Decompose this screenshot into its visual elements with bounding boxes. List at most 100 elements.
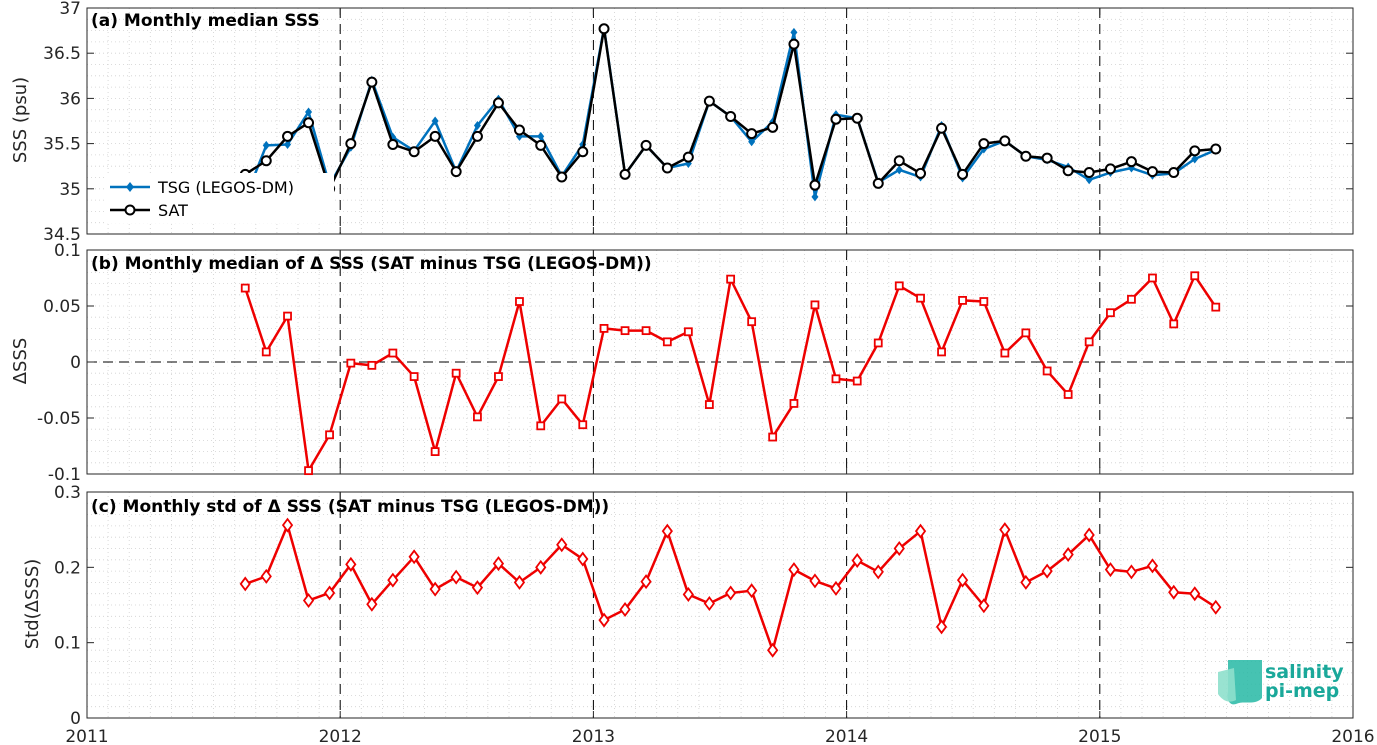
data-point	[578, 420, 588, 430]
data-point	[789, 399, 799, 408]
data-point	[1062, 165, 1074, 177]
data-point	[492, 97, 504, 109]
data-point	[852, 376, 862, 386]
data-point	[598, 612, 610, 628]
y-tick-label: 35.5	[43, 135, 81, 155]
data-point	[725, 585, 737, 601]
data-point	[619, 168, 631, 180]
data-point	[240, 283, 250, 293]
data-point	[916, 293, 925, 303]
data-point	[1104, 562, 1117, 578]
data-point	[388, 348, 398, 358]
logo-line1: salinity	[1265, 661, 1344, 683]
data-point	[851, 112, 863, 124]
data-point	[620, 326, 630, 336]
legend: TSG (LEGOS-DM) SAT	[104, 173, 334, 223]
data-point	[345, 138, 357, 150]
data-point	[747, 317, 757, 327]
legend-marker-sat	[124, 204, 136, 216]
data-point	[1168, 167, 1180, 179]
data-point	[598, 23, 610, 35]
data-point	[935, 619, 948, 635]
data-point	[895, 165, 903, 175]
data-point	[577, 146, 589, 158]
data-point	[661, 523, 673, 539]
x-tick-label: 2011	[65, 727, 108, 745]
data-point	[978, 138, 990, 150]
data-point	[873, 338, 883, 348]
data-point	[1189, 586, 1201, 602]
y-tick-label: -0.1	[48, 465, 81, 485]
data-point	[262, 140, 270, 150]
data-point	[1125, 564, 1138, 580]
data-point	[1211, 302, 1221, 312]
legend-label-sat: SAT	[158, 201, 188, 220]
data-point	[1104, 163, 1116, 175]
data-point	[894, 281, 904, 291]
data-point	[872, 564, 884, 580]
data-point	[1020, 150, 1032, 162]
data-point	[492, 556, 505, 572]
data-point	[281, 517, 294, 533]
data-point	[682, 151, 694, 163]
data-point	[956, 572, 969, 588]
data-point	[282, 130, 294, 142]
data-point	[767, 121, 779, 133]
data-point	[978, 598, 990, 614]
data-point	[1168, 584, 1180, 600]
panel-c-ylabel: Std(ΔSSS)	[22, 559, 43, 650]
data-point	[283, 311, 292, 321]
panel-b-ylabel: ΔSSS	[10, 338, 31, 385]
data-point	[640, 139, 652, 151]
logo-wave-shape	[1227, 660, 1262, 705]
data-point	[725, 110, 737, 122]
data-point	[451, 368, 461, 378]
panel-c-title: (c) Monthly std of Δ SSS (SAT minus TSG …	[91, 497, 609, 517]
data-point	[936, 122, 948, 134]
data-point	[1084, 337, 1094, 347]
data-point	[746, 583, 758, 599]
data-point	[788, 38, 800, 50]
data-point	[387, 139, 399, 151]
legend-label-tsg: TSG (LEGOS-DM)	[157, 178, 294, 197]
data-point	[577, 551, 589, 567]
data-point	[746, 128, 758, 140]
panel-a-axes-box	[86, 7, 1354, 235]
y-tick-label: 37	[59, 0, 81, 19]
legend-box	[104, 173, 334, 223]
data-point	[893, 541, 905, 556]
data-point	[768, 432, 778, 442]
data-point	[387, 572, 399, 588]
data-point	[260, 568, 272, 584]
data-point	[662, 337, 672, 347]
data-point	[809, 573, 821, 589]
y-tick-label: 34.5	[43, 225, 81, 245]
data-point	[471, 130, 483, 142]
data-point	[914, 523, 927, 539]
panel-a-ylabel: SSS (psu)	[10, 77, 31, 163]
logo-line2: pi-mep	[1265, 680, 1339, 702]
data-point	[513, 574, 526, 590]
data-point	[1063, 390, 1073, 399]
data-point	[513, 124, 525, 136]
data-point	[429, 130, 441, 142]
data-point	[408, 146, 420, 158]
y-tick-label: 35	[59, 180, 81, 200]
panel-b-title: (b) Monthly median of Δ SSS (SAT minus T…	[91, 254, 652, 274]
data-point	[830, 113, 842, 125]
data-point	[661, 162, 673, 174]
data-point	[346, 358, 356, 368]
data-point	[1127, 294, 1136, 304]
data-point	[999, 135, 1011, 147]
data-point	[767, 642, 779, 658]
data-point	[811, 192, 819, 202]
data-point	[556, 537, 568, 553]
data-point	[239, 576, 251, 592]
data-point	[325, 430, 334, 440]
panels: 34.53535.53636.537-0.1-0.0500.050.100.10…	[37, 0, 1375, 745]
data-point	[1000, 348, 1010, 358]
data-point	[1190, 271, 1200, 281]
salinity-pi-mep-logo: salinity pi-mep	[1218, 660, 1344, 705]
data-point	[537, 131, 545, 141]
data-point	[937, 347, 946, 357]
